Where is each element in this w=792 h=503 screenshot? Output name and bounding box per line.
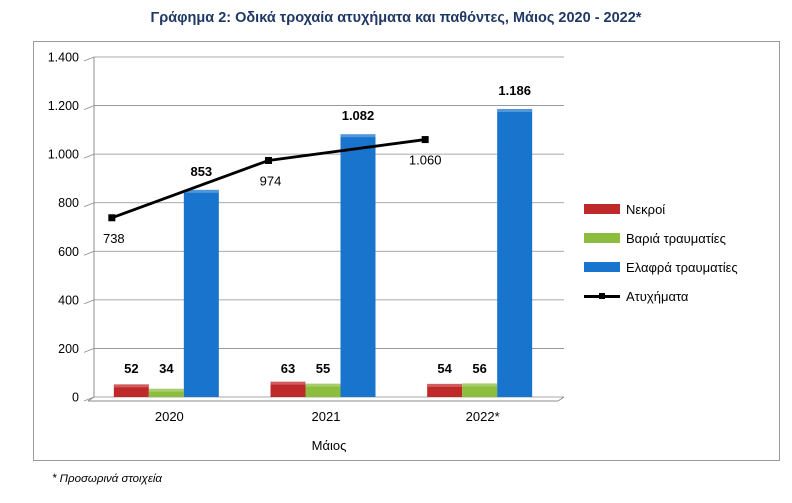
bar-deaths <box>270 381 306 397</box>
bar-minor-injuries-highlight <box>183 189 219 193</box>
data-label-accidents: 1.060 <box>409 153 442 168</box>
legend-item-accidents: Ατυχήματα <box>584 288 688 304</box>
data-label-deaths: 63 <box>281 361 295 376</box>
gridline-wall <box>83 153 95 159</box>
x-tick-label: 2020 <box>155 409 184 424</box>
gridline-wall <box>83 56 95 62</box>
bar-deaths <box>427 383 463 397</box>
y-tick-label: 1.200 <box>48 99 79 113</box>
legend-label-accidents: Ατυχήματα <box>626 288 689 304</box>
bar-serious-injuries <box>462 383 498 397</box>
data-label-accidents: 974 <box>260 173 282 188</box>
x-axis-title: Μάιος <box>312 438 347 453</box>
bar-serious-injuries-highlight <box>305 383 341 387</box>
legend-item-serious-injuries: Βαριά τραυματίες <box>584 230 726 246</box>
chart-title: Γράφημα 2: Οδικά τροχαία ατυχήματα και π… <box>150 10 642 26</box>
bar-deaths <box>113 384 149 397</box>
marker-accidents <box>265 156 272 164</box>
gridline-wall <box>83 250 95 256</box>
data-label-serious-injuries: 56 <box>472 361 486 376</box>
gridline-wall <box>83 396 95 402</box>
y-tick-label: 800 <box>58 196 79 210</box>
bar-deaths-highlight <box>270 381 306 385</box>
data-label-minor-injuries: 1.186 <box>498 83 531 98</box>
bar-deaths-highlight <box>113 384 149 388</box>
legend-item-minor-injuries: Ελαφρά τραυματίες <box>584 259 738 275</box>
gridline-wall <box>83 105 95 110</box>
y-tick-label: 1.000 <box>48 148 79 162</box>
data-label-minor-injuries: 1.082 <box>342 108 375 123</box>
bar-minor-injuries <box>497 108 533 397</box>
y-tick-label: 1.400 <box>48 51 79 65</box>
data-label-deaths: 52 <box>124 361 138 376</box>
legend-label-serious-injuries: Βαριά τραυματίες <box>626 230 726 246</box>
y-tick-label: 600 <box>58 245 79 259</box>
chart-frame <box>33 41 780 461</box>
bar-minor-injuries-highlight <box>340 134 376 138</box>
bar-minor-injuries <box>183 189 219 397</box>
y-tick-label: 200 <box>58 342 79 356</box>
gridline-wall <box>83 299 95 305</box>
gridline-wall <box>83 202 95 208</box>
footnote: * Προσωρινά στοιχεία <box>52 473 162 485</box>
data-label-deaths: 54 <box>437 361 452 376</box>
legend-item-deaths: Νεκροί <box>584 201 665 217</box>
data-label-accidents: 738 <box>103 231 125 246</box>
legend-label-deaths: Νεκροί <box>626 201 666 217</box>
data-label-minor-injuries: 853 <box>190 164 212 179</box>
bar-serious-injuries <box>305 383 341 397</box>
data-label-serious-injuries: 34 <box>159 361 174 376</box>
legend-line-accidents <box>584 291 620 301</box>
bar-minor-injuries-highlight <box>497 108 533 112</box>
legend-label-minor-injuries: Ελαφρά τραυματίες <box>626 259 738 275</box>
y-tick-label: 400 <box>58 293 79 307</box>
bar-deaths-highlight <box>427 383 463 387</box>
marker-accidents <box>108 214 116 222</box>
plot-area <box>94 57 564 397</box>
marker-accidents <box>421 136 429 144</box>
legend-swatch-minor-injuries <box>584 262 620 272</box>
data-label-serious-injuries: 55 <box>316 361 330 376</box>
bar-minor-injuries <box>340 134 376 397</box>
x-tick-label: 2021 <box>312 409 341 424</box>
y-tick-label: 0 <box>72 391 79 405</box>
x-tick-label: 2022* <box>466 409 500 424</box>
bar-serious-injuries <box>148 388 184 397</box>
floor-edge-right <box>557 396 565 402</box>
legend-swatch-serious-injuries <box>584 233 620 243</box>
legend-swatch-deaths <box>584 204 620 214</box>
gridline-wall <box>83 348 95 353</box>
bar-serious-injuries-highlight <box>148 388 184 392</box>
bar-serious-injuries-highlight <box>462 383 498 387</box>
